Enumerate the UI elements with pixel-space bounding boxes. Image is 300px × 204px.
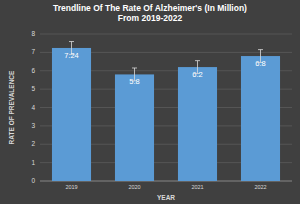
x-axis-title: YEAR (157, 194, 175, 201)
error-cap (132, 67, 137, 68)
bar (52, 48, 91, 181)
y-tick-label: 0 (31, 177, 35, 184)
x-tick-label: 2019 (65, 184, 77, 190)
y-tick-label: 3 (31, 122, 35, 129)
x-tick-label: 2021 (191, 184, 203, 190)
error-cap (195, 60, 200, 61)
error-cap (69, 41, 74, 42)
y-axis-title: RATE OF PREVALENCE (8, 70, 15, 144)
y-tick-label: 6 (31, 67, 35, 74)
bar (241, 56, 280, 181)
x-tick-label: 2022 (254, 184, 266, 190)
y-tick-label: 8 (31, 30, 35, 37)
y-tick-label: 5 (31, 85, 35, 92)
chart-area: Trendline Of The Rate Of Alzheimer's (In… (0, 0, 300, 204)
data-label: 6.8 (255, 59, 265, 68)
error-cap (258, 49, 263, 50)
data-label: 6.2 (192, 70, 202, 79)
chart-title: Trendline Of The Rate Of Alzheimer's (In… (50, 3, 250, 23)
y-tick-label: 2 (31, 140, 35, 147)
x-tick-label: 2020 (128, 184, 140, 190)
chart-svg: 0 1 2 3 4 5 6 7 8 7.24 5.8 6.2 6.8 2019 2020 2021 2022 YE… (0, 0, 300, 204)
data-label: 7.24 (64, 51, 79, 60)
bars (52, 42, 280, 181)
bar (178, 67, 217, 181)
data-label: 5.8 (129, 77, 139, 86)
y-tick-label: 1 (31, 159, 35, 166)
bar (115, 74, 154, 181)
grid-line (40, 34, 292, 35)
labels: 7.24 5.8 6.2 6.8 (64, 51, 266, 86)
y-tick-label: 4 (31, 104, 35, 111)
y-tick-label: 7 (31, 48, 35, 55)
